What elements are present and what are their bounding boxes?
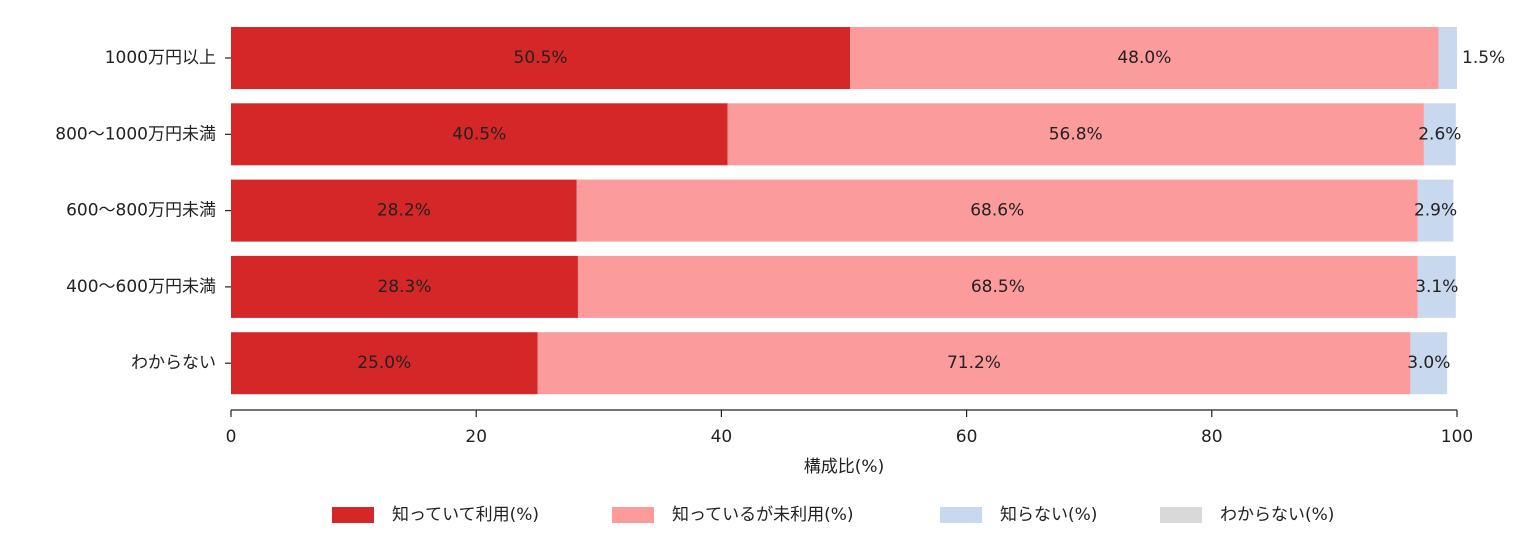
value-label: 28.3% xyxy=(377,277,431,297)
y-tick-label: 600～800万円未満 xyxy=(66,201,216,221)
bar-segment xyxy=(1417,179,1454,242)
bar-segment xyxy=(537,332,1411,395)
bar-segment xyxy=(1423,103,1456,166)
legend-swatch xyxy=(940,507,982,523)
legend-label: 知っていて利用(%) xyxy=(392,505,539,525)
value-label: 48.0% xyxy=(1117,48,1171,68)
x-tick-label: 20 xyxy=(465,427,487,447)
y-tick-label: 400～600万円未満 xyxy=(66,277,216,297)
legend-swatch xyxy=(1160,507,1202,523)
value-label: 25.0% xyxy=(357,353,411,373)
y-tick-label: 800～1000万円未満 xyxy=(55,124,216,144)
value-label: 56.8% xyxy=(1049,124,1103,144)
legend-swatch xyxy=(612,507,654,523)
bar-segment xyxy=(1438,27,1457,89)
bar-segment xyxy=(1417,255,1456,318)
value-label: 3.0% xyxy=(1407,353,1450,373)
x-tick-label: 80 xyxy=(1201,427,1223,447)
legend-label: 知っているが未利用(%) xyxy=(672,505,854,525)
bar-segment xyxy=(577,255,1418,318)
bar-segment xyxy=(727,103,1424,166)
bar-segment xyxy=(231,332,538,395)
y-tick-label: わからない xyxy=(131,353,216,373)
value-label: 3.1% xyxy=(1415,277,1458,297)
bar-segment xyxy=(1410,332,1448,395)
value-label: 1.5% xyxy=(1462,48,1505,68)
x-tick-label: 60 xyxy=(956,427,978,447)
y-tick-label: 1000万円以上 xyxy=(105,48,216,68)
value-label: 68.6% xyxy=(970,201,1024,221)
x-axis-label: 構成比(%) xyxy=(804,457,884,477)
x-tick-label: 40 xyxy=(711,427,733,447)
value-label: 68.5% xyxy=(971,277,1025,297)
value-label: 71.2% xyxy=(947,353,1001,373)
bar-segment xyxy=(231,27,851,89)
x-tick-label: 100 xyxy=(1441,427,1473,447)
value-label: 40.5% xyxy=(452,124,506,144)
bar-segment xyxy=(576,179,1418,242)
value-label: 2.6% xyxy=(1418,124,1461,144)
bar-segment xyxy=(231,179,577,242)
bar-segment xyxy=(231,255,578,318)
value-label: 2.9% xyxy=(1414,201,1457,221)
legend-label: わからない(%) xyxy=(1220,505,1334,525)
value-label: 50.5% xyxy=(514,48,568,68)
legend-label: 知らない(%) xyxy=(1000,505,1097,525)
value-label: 28.2% xyxy=(377,201,431,221)
x-tick-label: 0 xyxy=(226,427,237,447)
bar-segment xyxy=(850,27,1439,89)
bar-segment xyxy=(231,103,728,166)
legend-swatch xyxy=(332,507,374,523)
